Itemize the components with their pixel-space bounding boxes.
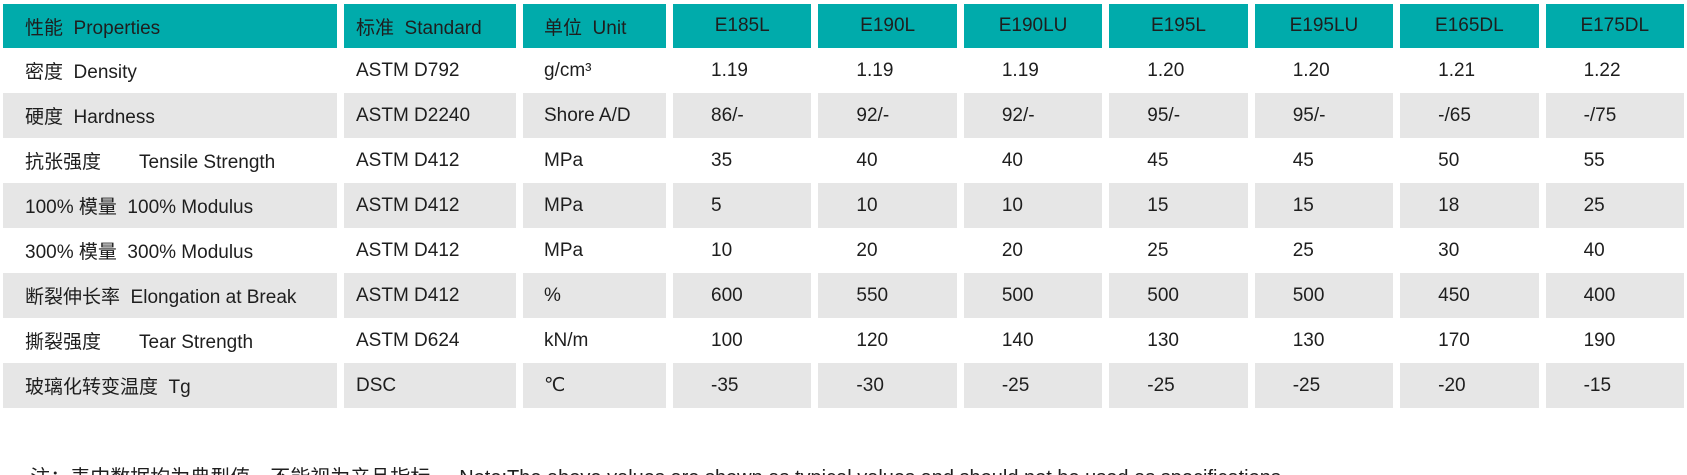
property-cell: 100% 模量 100% Modulus [3,183,337,228]
value-cell-e175dl: 190 [1583,329,1616,351]
value-cell-e195lu: 45 [1292,149,1314,171]
value-cell-e185l: 600 [673,273,812,318]
value-cell-e175dl: 55 [1583,149,1605,171]
value-cell-e165dl: -/65 [1400,93,1539,138]
header-cell-unit: 单位 Unit [523,4,666,48]
value-cell-e165dl: 50 [1438,149,1460,171]
value-cell-e195lu: 500 [1254,273,1394,318]
value-cell-e165dl: 170 [1438,329,1470,351]
value-cell-e190l: 40 [856,149,878,171]
value-cell-e190l: 10 [818,183,957,228]
value-cell-e165dl: 450 [1400,273,1539,318]
header-cell-e165dl: E165DL [1400,4,1539,48]
unit-cell: MPa [523,183,666,228]
value-cell-e195lu: 95/- [1254,93,1394,138]
value-cell-e190lu: 20 [1001,239,1023,261]
value-cell-e185l: 1.19 [711,59,748,81]
property-cell: 硬度 Hardness [3,93,337,138]
property-cell: 断裂伸长率 Elongation at Break [3,273,337,318]
standard-cell: ASTM D412 [356,149,460,171]
header-cell-e175dl: E175DL [1545,4,1684,48]
header-cell-e190l: E190L [818,4,957,48]
value-cell-e190lu: 140 [1001,329,1034,351]
unit-cell: MPa [544,239,584,261]
property-cell: 密度 Density [25,62,137,83]
value-cell-e195l: 130 [1147,329,1179,351]
standard-cell: ASTM D412 [344,273,516,318]
value-cell-e195lu: -25 [1254,363,1394,408]
value-cell-e185l: 10 [711,239,733,261]
header-cell-e195lu: E195LU [1254,4,1394,48]
value-cell-e195l: 1.20 [1147,59,1185,81]
standard-cell: DSC [344,363,516,408]
value-cell-e175dl: 400 [1545,273,1684,318]
header-cell-e195l: E195L [1109,4,1248,48]
footnote: 注：表中数据均为典型值，不能视为产品指标。 Note:The above valu… [8,438,1286,475]
unit-cell: % [523,273,666,318]
value-cell-e195lu: 130 [1292,329,1325,351]
value-cell-e165dl: 18 [1400,183,1539,228]
unit-cell: ℃ [523,363,666,408]
value-cell-e195l: 15 [1109,183,1248,228]
value-cell-e195l: 25 [1147,239,1169,261]
value-cell-e165dl: -20 [1400,363,1539,408]
value-cell-e175dl: 25 [1545,183,1684,228]
value-cell-e165dl: 30 [1438,239,1460,261]
header-cell-standard: 标准 Standard [344,4,516,48]
standard-cell: ASTM D2240 [344,93,516,138]
value-cell-e195l: 45 [1147,149,1169,171]
unit-cell: kN/m [544,329,589,351]
value-cell-e190l: -30 [818,363,957,408]
value-cell-e185l: -35 [673,363,812,408]
value-cell-e175dl: 40 [1583,239,1605,261]
header-cell-e190lu: E190LU [963,4,1103,48]
value-cell-e195l: 500 [1109,273,1248,318]
unit-cell: g/cm³ [544,59,592,81]
value-cell-e190l: 20 [856,239,878,261]
value-cell-e195lu: 25 [1292,239,1314,261]
value-cell-e190l: 1.19 [856,59,894,81]
standard-cell: ASTM D412 [356,239,460,261]
value-cell-e190lu: 10 [963,183,1103,228]
value-cell-e185l: 100 [711,329,743,351]
value-cell-e195l: -25 [1109,363,1248,408]
value-cell-e190l: 550 [818,273,957,318]
header-cell-properties: 性能 Properties [3,4,337,48]
header-cell-e185l: E185L [673,4,812,48]
value-cell-e190lu: 500 [963,273,1103,318]
unit-cell: MPa [544,149,584,171]
property-cell: 撕裂强度 Tear Strength [25,332,254,353]
value-cell-e190lu: -25 [963,363,1103,408]
value-cell-e190l: 92/- [818,93,957,138]
value-cell-e190lu: 40 [1001,149,1023,171]
unit-cell: Shore A/D [523,93,666,138]
value-cell-e190lu: 92/- [963,93,1103,138]
property-cell: 玻璃化转变温度 Tg [3,363,337,408]
value-cell-e185l: 86/- [673,93,812,138]
value-cell-e195lu: 1.20 [1292,59,1330,81]
value-cell-e175dl: 1.22 [1583,59,1621,81]
footnote-en: Note:The above values are shown as typic… [459,467,1286,475]
standard-cell: ASTM D792 [356,59,460,81]
standard-cell: ASTM D624 [356,329,460,351]
value-cell-e190l: 120 [856,329,889,351]
properties-table: 性能 Properties 标准 Standard 单位 Unit E185L E190… [3,4,1684,408]
value-cell-e165dl: 1.21 [1438,59,1476,81]
value-cell-e195l: 95/- [1109,93,1248,138]
standard-cell: ASTM D412 [344,183,516,228]
value-cell-e195lu: 15 [1254,183,1394,228]
value-cell-e190lu: 1.19 [1001,59,1039,81]
value-cell-e175dl: -/75 [1545,93,1684,138]
footnote-zh: 注：表中数据均为典型值，不能视为产品指标。 [30,467,450,475]
property-cell: 抗张强度 Tensile Strength [25,152,276,173]
value-cell-e175dl: -15 [1545,363,1684,408]
value-cell-e185l: 35 [711,149,733,171]
property-cell: 300% 模量 300% Modulus [25,242,254,263]
value-cell-e185l: 5 [673,183,812,228]
